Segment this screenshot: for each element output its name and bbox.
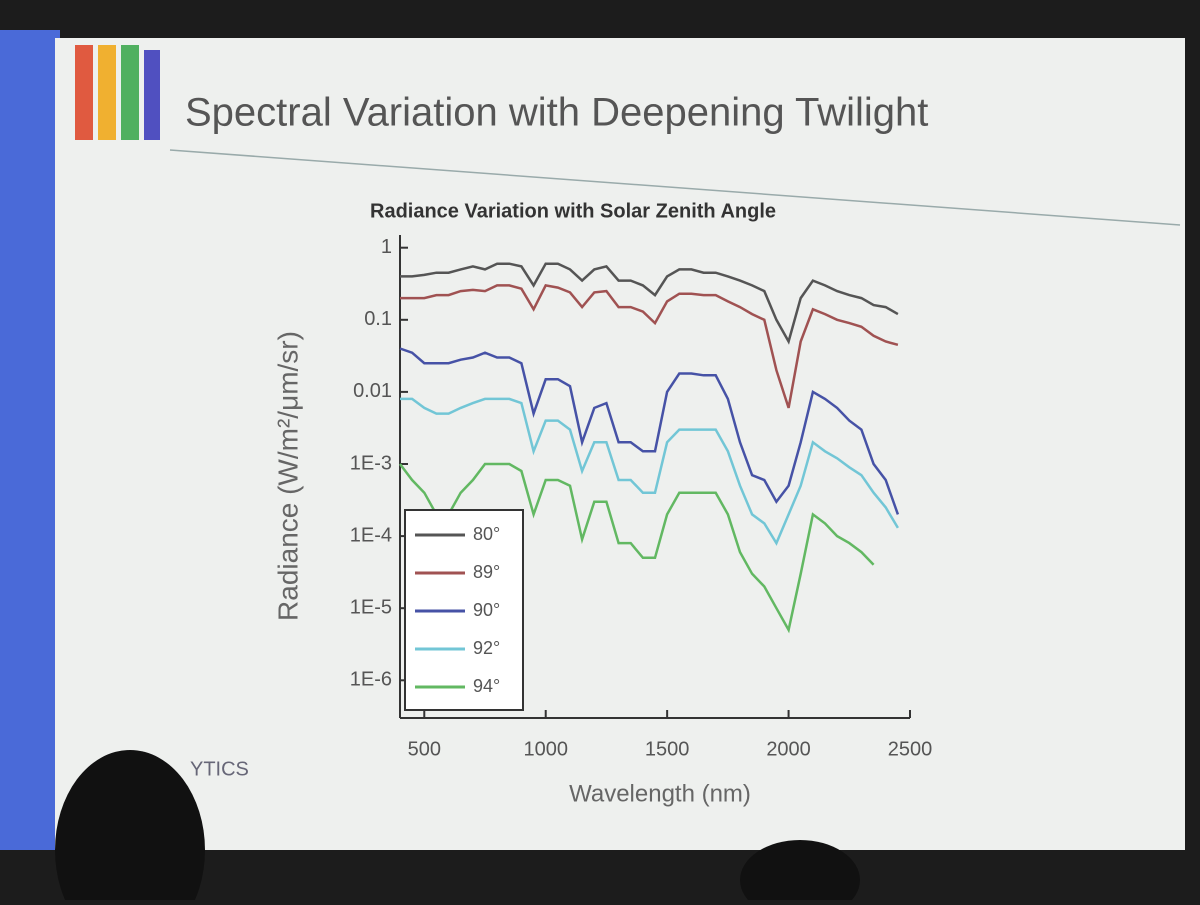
y-tick-label: 0.01 [353,380,392,402]
slide-title: Spectral Variation with Deepening Twilig… [185,91,928,135]
screen-edge [0,30,60,850]
y-tick-label: 1E-6 [350,669,392,691]
legend-label: 89° [473,562,500,582]
x-tick-label: 2500 [888,738,933,760]
series-line [399,462,875,634]
legend-label: 90° [473,600,500,620]
legend-label: 94° [473,676,500,696]
y-tick-label: 1E-5 [350,596,392,618]
x-tick-label: 500 [408,738,441,760]
legend-label: 80° [473,524,500,544]
logo [75,45,160,140]
series-line [400,262,899,345]
series-line [399,347,900,515]
x-axis-label: Wavelength (nm) [569,780,751,807]
chart-title: Radiance Variation with Solar Zenith Ang… [370,200,776,222]
y-axis-label: Radiance (W/m²/μm/sr) [272,331,303,621]
x-tick-label: 1500 [645,738,690,760]
y-tick-label: 1E-4 [350,524,392,546]
logo-text: YTICS [190,758,249,780]
audience-head [55,750,205,905]
series-line [400,284,899,409]
audience-head [740,840,860,905]
slide [55,38,1185,850]
title-rule [169,149,1181,226]
legend-label: 92° [473,638,500,658]
x-tick-label: 2000 [766,738,811,760]
y-tick-label: 1 [381,236,392,258]
x-tick-label: 1000 [523,738,568,760]
series-line [400,397,899,546]
y-tick-label: 1E-3 [350,452,392,474]
y-tick-label: 0.1 [364,308,392,330]
